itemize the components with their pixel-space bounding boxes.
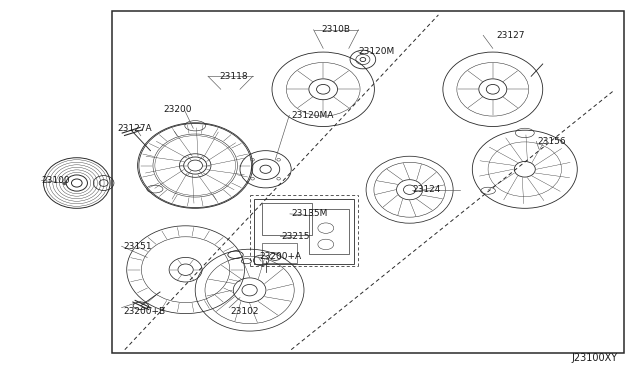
Text: 2310B: 2310B (321, 25, 351, 34)
Text: 23100: 23100 (42, 176, 70, 185)
Bar (309, 209, 349, 254)
Bar (262, 243, 297, 263)
Bar (112, 11, 624, 353)
Text: 23102: 23102 (230, 307, 259, 316)
Text: 23118: 23118 (220, 72, 248, 81)
Text: 23127: 23127 (496, 31, 525, 40)
Text: 23127A: 23127A (117, 124, 152, 133)
Text: 23156: 23156 (538, 137, 566, 146)
Text: 23120MA: 23120MA (291, 111, 333, 120)
Text: 23151: 23151 (123, 242, 152, 251)
Text: 23215: 23215 (282, 232, 310, 241)
Bar (262, 203, 312, 235)
Text: 23135M: 23135M (291, 209, 328, 218)
Text: J23100XY: J23100XY (572, 353, 618, 363)
Text: 23200: 23200 (163, 105, 192, 114)
Bar (254, 199, 354, 264)
Text: 23124: 23124 (413, 185, 441, 194)
Text: 23120M: 23120M (358, 47, 395, 56)
Text: 23200+A: 23200+A (259, 252, 301, 261)
Text: 23200+B: 23200+B (123, 307, 165, 316)
